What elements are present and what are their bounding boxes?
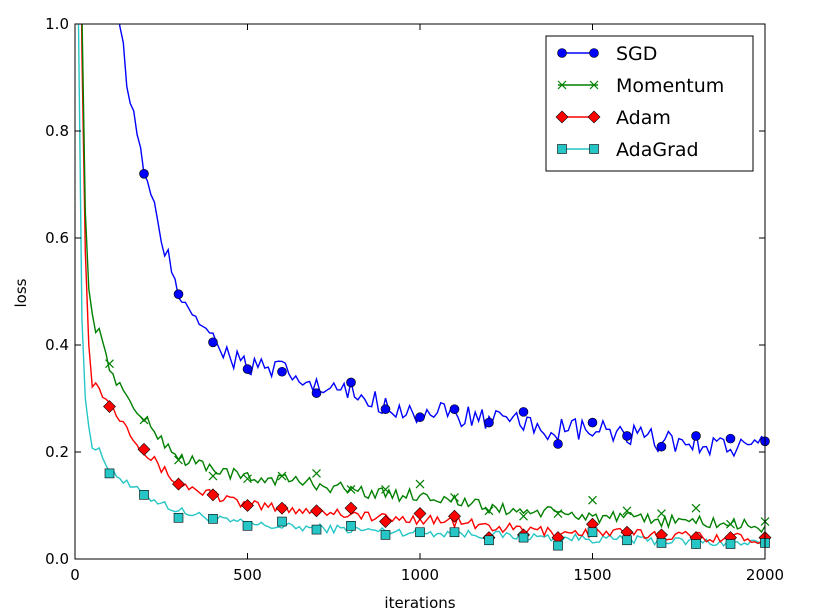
data-point-momentum: [277, 471, 287, 481]
data-point-adam: [172, 477, 185, 491]
y-tick-label: 0.0: [45, 550, 69, 568]
data-point-adagrad: [518, 532, 529, 543]
data-point-sgd: [587, 417, 598, 428]
data-point-adagrad: [656, 538, 667, 548]
data-point-adagrad: [691, 539, 701, 549]
x-tick-label: 1000: [401, 566, 439, 584]
data-point-adagrad: [553, 540, 563, 551]
data-point-sgd: [622, 431, 632, 441]
y-tick-label: 0.6: [45, 229, 69, 247]
data-point-adam: [448, 509, 461, 523]
data-point-momentum: [519, 511, 528, 521]
data-point-sgd: [691, 431, 701, 441]
data-point-momentum: [174, 455, 183, 465]
legend-label-momentum: Momentum: [616, 75, 724, 97]
data-point-adagrad: [587, 527, 598, 538]
data-point-sgd: [380, 404, 391, 415]
data-point-adam: [310, 504, 323, 518]
legend-marker-adam: [587, 110, 601, 124]
data-point-momentum: [208, 471, 218, 481]
data-point-sgd: [518, 407, 529, 417]
data-point-adagrad: [139, 489, 149, 500]
data-point-sgd: [277, 366, 287, 377]
x-tick-label: 500: [233, 566, 262, 584]
data-point-momentum: [450, 493, 459, 502]
data-point-sgd: [139, 169, 149, 179]
data-point-sgd: [484, 417, 494, 428]
data-point-momentum: [484, 506, 494, 516]
data-point-sgd: [725, 433, 736, 444]
y-tick-label: 1.0: [45, 15, 69, 33]
y-axis-label: loss: [12, 278, 30, 307]
data-point-sgd: [242, 364, 253, 374]
y-tick-label: 0.8: [45, 122, 69, 140]
data-point-adagrad: [725, 539, 736, 549]
data-point-momentum: [657, 509, 666, 518]
legend-marker-sgd: [557, 48, 567, 58]
x-tick-label: 2000: [746, 566, 784, 584]
data-point-adam: [206, 488, 220, 502]
legend-marker-momentum: [557, 80, 567, 90]
data-point-adagrad: [415, 527, 425, 538]
data-point-adam: [275, 501, 289, 515]
data-point-momentum: [139, 415, 149, 425]
legend-marker-momentum: [589, 80, 599, 90]
data-point-adagrad: [208, 514, 218, 524]
data-point-adagrad: [622, 535, 632, 546]
series-line-momentum: [81, 24, 765, 534]
legend-label-adagrad: AdaGrad: [616, 139, 699, 161]
legend-marker-sgd: [589, 48, 599, 58]
data-point-adagrad: [277, 516, 287, 527]
data-point-adagrad: [311, 524, 322, 535]
data-point-adagrad: [242, 521, 253, 531]
legend-marker-adagrad: [557, 144, 567, 154]
data-point-adam: [413, 507, 427, 520]
data-point-momentum: [691, 503, 701, 513]
data-point-adam: [103, 400, 116, 413]
data-point-momentum: [726, 519, 735, 529]
y-tick-label: 0.4: [45, 336, 69, 354]
legend-label-adam: Adam: [616, 107, 671, 129]
y-tick-label: 0.2: [45, 443, 69, 461]
data-point-adagrad: [484, 535, 494, 546]
data-point-momentum: [553, 509, 563, 518]
data-point-sgd: [311, 388, 322, 398]
x-axis-label: iterations: [384, 594, 455, 612]
data-point-sgd: [449, 404, 460, 415]
data-point-sgd: [346, 377, 356, 388]
data-point-sgd: [656, 441, 667, 452]
data-point-momentum: [346, 485, 356, 494]
data-point-momentum: [381, 485, 390, 494]
data-point-adam: [344, 501, 358, 515]
data-point-adam: [241, 499, 254, 512]
x-tick-label: 0: [70, 566, 80, 584]
data-point-momentum: [415, 479, 425, 489]
data-point-adagrad: [380, 530, 391, 540]
data-point-adagrad: [449, 527, 460, 538]
data-point-adagrad: [104, 468, 115, 479]
data-point-momentum: [243, 474, 252, 484]
data-point-momentum: [312, 468, 321, 478]
data-point-momentum: [588, 495, 597, 505]
data-point-momentum: [105, 359, 114, 369]
legend-marker-adam: [555, 110, 569, 124]
legend: SGD Momentum Adam AdaGrad: [545, 35, 754, 172]
series-markers: [103, 169, 772, 551]
data-point-momentum: [622, 506, 632, 516]
legend-label-sgd: SGD: [616, 43, 657, 65]
data-point-adam: [379, 515, 392, 528]
x-tick-label: 1500: [573, 566, 611, 584]
data-point-sgd: [415, 412, 425, 423]
data-point-sgd: [553, 439, 563, 449]
data-point-adagrad: [346, 521, 356, 531]
data-point-sgd: [208, 337, 218, 348]
data-point-adagrad: [173, 513, 184, 523]
data-point-sgd: [173, 289, 184, 299]
data-point-adam: [137, 442, 151, 456]
axis-ticks: 0 500 1000 1500 2000 0.0 0.2 0.4 0.6 0.8 1.0: [45, 15, 784, 584]
legend-marker-adagrad: [589, 144, 599, 154]
